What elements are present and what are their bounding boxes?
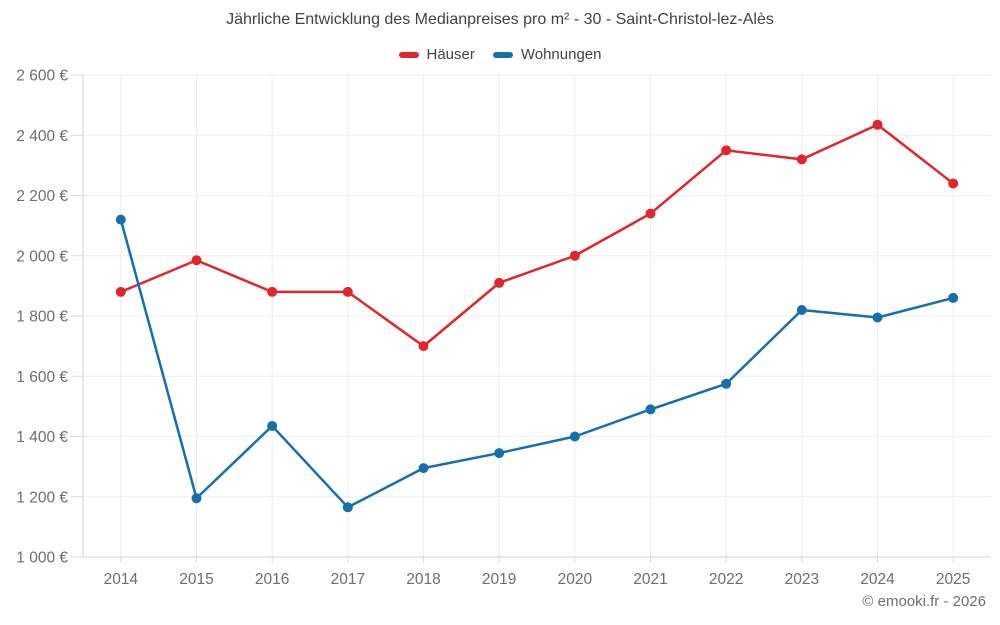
x-tick-label: 2019 — [482, 571, 516, 588]
legend-item-haeuser[interactable]: Häuser — [398, 46, 475, 63]
series-point-huser[interactable] — [494, 277, 505, 288]
series-point-wohnungen[interactable] — [418, 463, 429, 474]
series-point-huser[interactable] — [948, 178, 959, 189]
y-tick-label: 1 600 € — [16, 369, 68, 386]
series-point-huser[interactable] — [115, 286, 126, 297]
series-point-wohnungen[interactable] — [115, 214, 126, 225]
series-point-wohnungen[interactable] — [342, 502, 353, 513]
x-tick-label: 2020 — [558, 571, 593, 588]
legend-marker-wohnungen — [492, 51, 513, 58]
x-tick-label: 2021 — [633, 571, 667, 588]
series-point-huser[interactable] — [267, 286, 278, 297]
chart-title: Jährliche Entwicklung des Medianpreises … — [226, 11, 774, 28]
legend-item-wohnungen[interactable]: Wohnungen — [492, 46, 602, 63]
series-point-wohnungen[interactable] — [948, 292, 959, 303]
series-point-huser[interactable] — [721, 145, 732, 156]
legend-label-haeuser: Häuser — [426, 46, 475, 63]
y-tick-label: 2 000 € — [16, 248, 68, 265]
legend-marker-haeuser — [398, 51, 419, 58]
series-point-huser[interactable] — [569, 250, 580, 261]
y-tick-label: 2 600 € — [16, 68, 68, 85]
series-point-wohnungen[interactable] — [872, 312, 883, 323]
series-point-wohnungen[interactable] — [721, 378, 732, 389]
x-tick-label: 2018 — [406, 571, 440, 588]
y-tick-label: 1 400 € — [16, 429, 68, 446]
y-tick-label: 1 000 € — [16, 550, 68, 567]
x-tick-label: 2015 — [179, 571, 213, 588]
legend-label-wohnungen: Wohnungen — [520, 46, 602, 63]
x-tick-label: 2014 — [104, 571, 139, 588]
series-point-huser[interactable] — [645, 208, 656, 219]
x-tick-label: 2022 — [709, 571, 743, 588]
y-tick-label: 2 400 € — [16, 128, 68, 145]
y-tick-label: 1 800 € — [16, 309, 68, 326]
x-tick-label: 2016 — [255, 571, 289, 588]
series-point-wohnungen[interactable] — [569, 431, 580, 442]
series-point-huser[interactable] — [342, 286, 353, 297]
series-point-wohnungen[interactable] — [796, 304, 807, 315]
series-point-wohnungen[interactable] — [645, 404, 656, 415]
series-point-huser[interactable] — [191, 255, 202, 266]
series-line-huser — [119, 123, 955, 348]
footer-credit: © emooki.fr - 2026 — [862, 593, 986, 610]
series-point-wohnungen[interactable] — [267, 420, 278, 431]
series-point-wohnungen[interactable] — [191, 493, 202, 504]
series-line-wohnungen — [119, 218, 955, 509]
series-point-huser[interactable] — [796, 154, 807, 165]
x-tick-label: 2023 — [785, 571, 819, 588]
x-tick-label: 2017 — [331, 571, 365, 588]
series-point-huser[interactable] — [418, 341, 429, 352]
series-point-wohnungen[interactable] — [494, 448, 505, 459]
x-tick-label: 2025 — [936, 571, 970, 588]
legend: Häuser Wohnungen — [0, 46, 1000, 63]
series-point-huser[interactable] — [872, 119, 883, 130]
y-tick-label: 2 200 € — [16, 188, 68, 205]
x-tick-label: 2024 — [860, 571, 895, 588]
y-tick-label: 1 200 € — [16, 489, 68, 506]
